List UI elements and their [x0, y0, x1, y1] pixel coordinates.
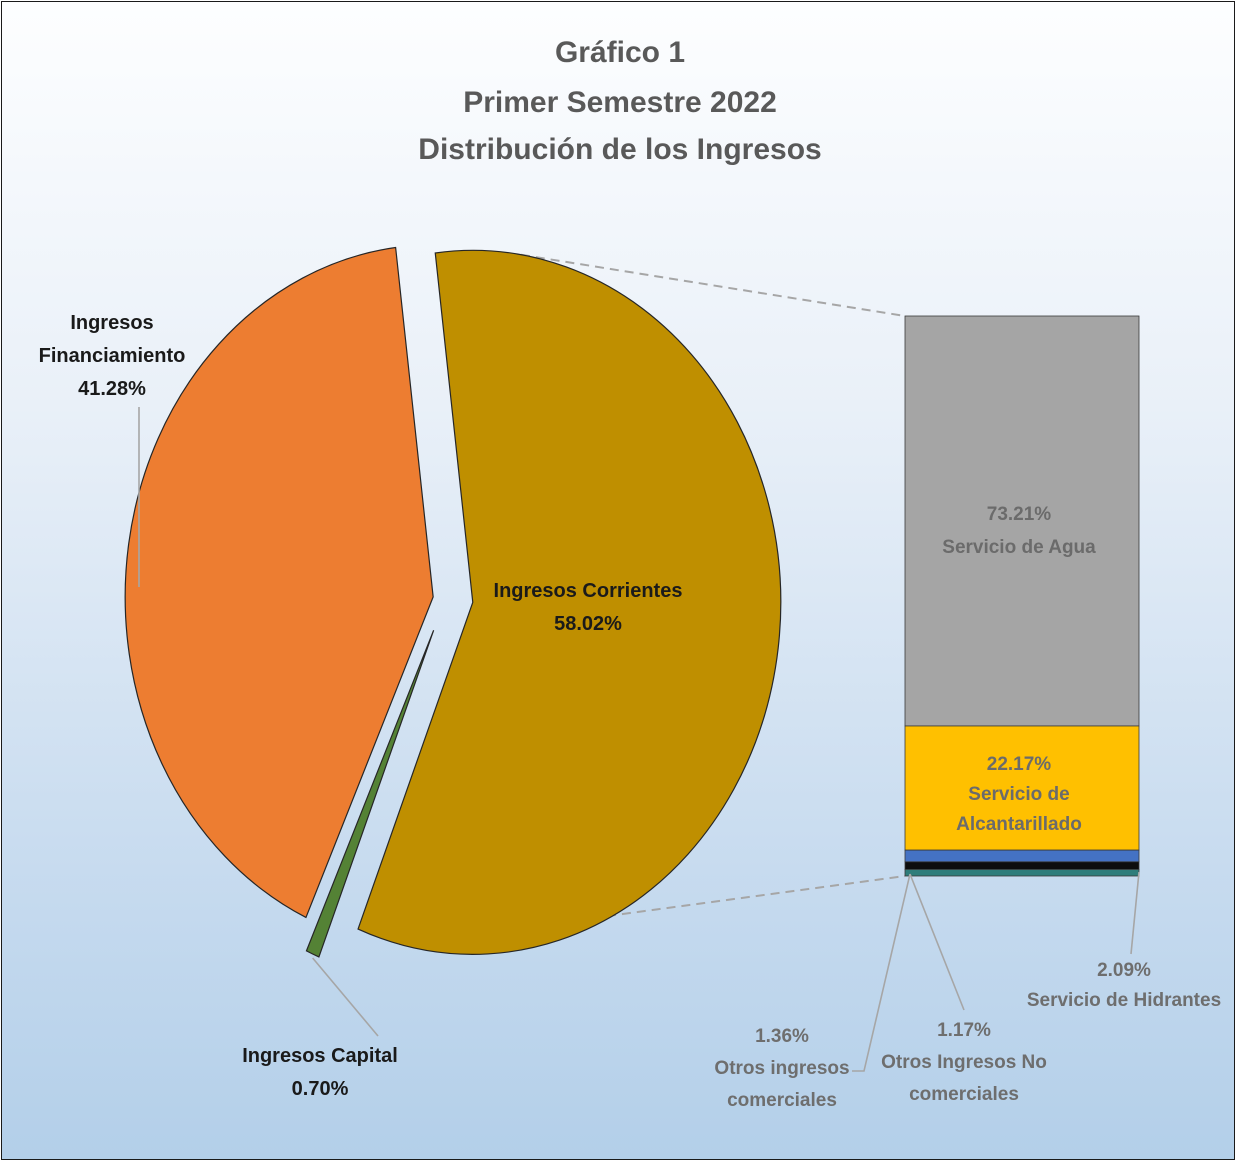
connector-top: [520, 253, 906, 317]
label-servicio-agua: 73.21% Servicio de Agua: [942, 504, 1096, 558]
leader-otros-comerciales: [852, 873, 911, 1072]
title-line-2: Primer Semestre 2022: [463, 86, 777, 119]
leader-otros-no-comerciales: [909, 873, 965, 1011]
label-servicio-alcantarillado: 22.17% Servicio de Alcantarillado: [956, 754, 1082, 835]
leader-lines: [138, 407, 1140, 1072]
bar-segment-otros-ingresos-comerciales: [904, 861, 1140, 870]
pie-slice-ingresos-corrientes: [357, 249, 782, 955]
label-servicio-alcantarillado-line: Servicio de: [968, 784, 1069, 805]
label-otros-ingresos-comerciales-line: Otros ingresos: [714, 1058, 849, 1079]
stacked-bar: [904, 315, 1140, 877]
label-ingresos-financiamiento-line: 41.28%: [78, 378, 146, 400]
label-otros-ingresos-no-comerciales-line: comerciales: [909, 1084, 1019, 1105]
label-otros-ingresos-no-comerciales: 1.17% Otros Ingresos No comerciales: [881, 1020, 1047, 1105]
label-servicio-agua-line: Servicio de Agua: [942, 537, 1096, 558]
label-ingresos-capital-line: 0.70%: [292, 1078, 349, 1100]
leader-hidrantes: [1130, 871, 1140, 955]
label-servicio-alcantarillado-line: 22.17%: [987, 754, 1052, 775]
label-ingresos-financiamiento: Ingresos Financiamiento 41.28%: [39, 312, 186, 400]
label-servicio-hidrantes: 2.09% Servicio de Hidrantes: [1027, 960, 1221, 1011]
label-servicio-agua-line: 73.21%: [987, 504, 1052, 525]
label-servicio-hidrantes-line: 2.09%: [1097, 960, 1151, 981]
title-line-1: Gráfico 1: [555, 36, 685, 69]
label-ingresos-capital-line: Ingresos Capital: [242, 1045, 398, 1067]
label-servicio-alcantarillado-line: Alcantarillado: [956, 814, 1082, 835]
label-otros-ingresos-comerciales: 1.36% Otros ingresos comerciales: [714, 1026, 849, 1111]
connector-bottom: [398, 875, 906, 946]
pie-slice-ingresos-financiamiento: [124, 246, 434, 919]
label-otros-ingresos-comerciales-line: 1.36%: [755, 1026, 809, 1047]
bar-segment-servicio-de-hidrantes: [904, 849, 1140, 863]
label-ingresos-financiamiento-line: Ingresos: [70, 312, 153, 334]
label-ingresos-corrientes: Ingresos Corrientes 58.02%: [494, 580, 683, 635]
data-labels: Ingresos Corrientes 58.02% Ingresos Financi…: [39, 312, 1222, 1111]
label-ingresos-corrientes-line: Ingresos Corrientes: [494, 580, 683, 602]
label-otros-ingresos-no-comerciales-line: 1.17%: [937, 1020, 991, 1041]
label-ingresos-corrientes-line: 58.02%: [554, 613, 622, 635]
label-otros-ingresos-no-comerciales-line: Otros Ingresos No: [881, 1052, 1047, 1073]
leader-capital: [312, 957, 379, 1037]
pie-slice-ingresos-capital: [305, 630, 435, 958]
bar-segment-servicio-de-alcantarillado: [904, 725, 1140, 851]
label-ingresos-financiamiento-line: Financiamiento: [39, 345, 186, 367]
label-otros-ingresos-comerciales-line: comerciales: [727, 1090, 837, 1111]
label-servicio-hidrantes-line: Servicio de Hidrantes: [1027, 990, 1221, 1011]
title-line-3: Distribución de los Ingresos: [418, 133, 821, 166]
connector-lines: [398, 253, 906, 946]
pie: [124, 246, 782, 958]
bar-segment-otros-ingresos-no-comerciales: [904, 869, 1140, 877]
label-ingresos-capital: Ingresos Capital 0.70%: [242, 1045, 398, 1100]
chart-title: Gráfico 1 Primer Semestre 2022 Distribuc…: [418, 36, 821, 166]
